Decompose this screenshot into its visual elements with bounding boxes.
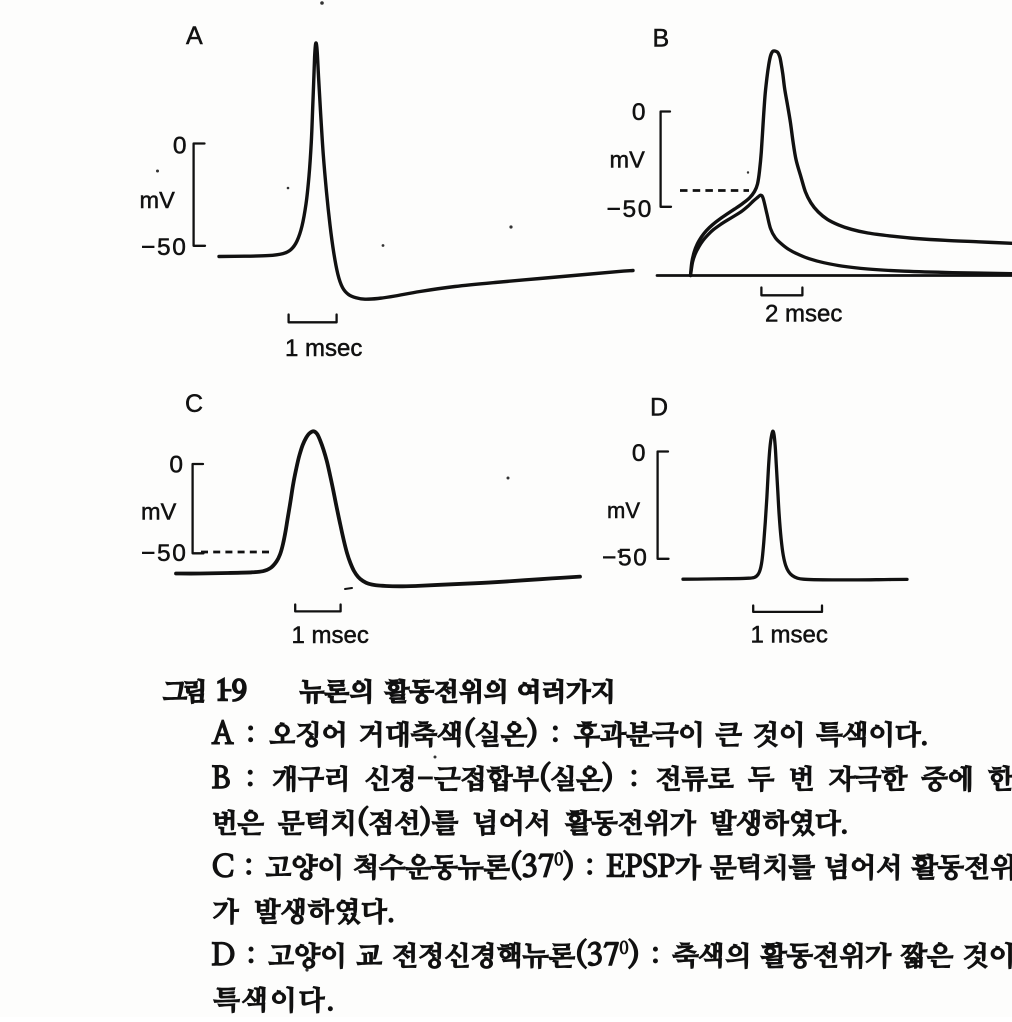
svg-text:0: 0: [173, 133, 187, 160]
svg-text:C: C: [185, 390, 203, 418]
svg-text:B: B: [653, 25, 670, 53]
svg-text:0: 0: [632, 440, 646, 467]
svg-text:A: A: [186, 22, 203, 50]
svg-text:2 msec: 2 msec: [765, 301, 842, 328]
svg-text:mV: mV: [140, 187, 176, 213]
svg-text:−50: −50: [141, 540, 187, 567]
svg-text:−50: −50: [607, 196, 653, 223]
svg-text:−50: −50: [602, 545, 648, 572]
svg-text:1 msec: 1 msec: [751, 622, 828, 649]
svg-text:−50: −50: [141, 234, 187, 261]
svg-text:mV: mV: [610, 147, 646, 173]
svg-text:0: 0: [632, 99, 646, 126]
svg-text:1 msec: 1 msec: [292, 622, 369, 649]
svg-text:mV: mV: [141, 499, 177, 525]
svg-text:D: D: [650, 394, 668, 422]
svg-text:1 msec: 1 msec: [285, 335, 362, 362]
svg-text:0: 0: [169, 452, 183, 479]
svg-text:mV: mV: [607, 498, 640, 523]
